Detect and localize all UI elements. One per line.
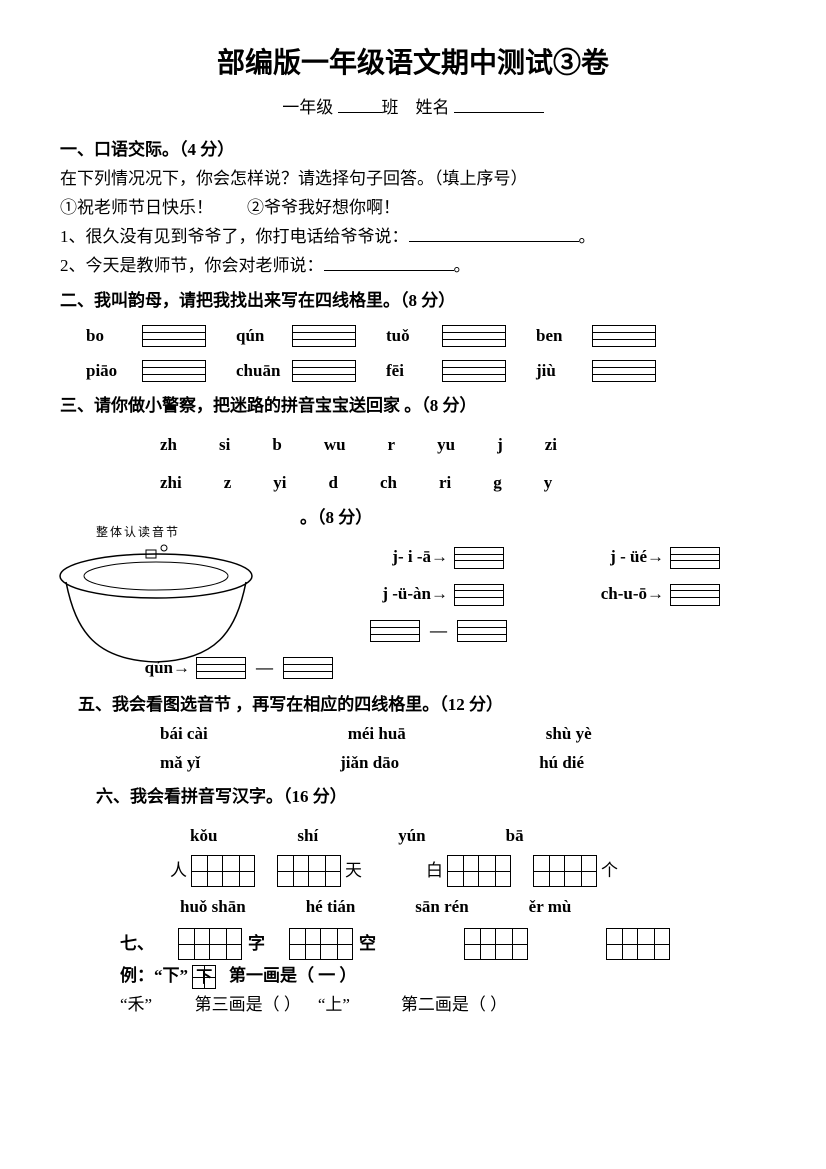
grade-label: 一年级	[282, 98, 333, 117]
q1-intro: 在下列情况况下，你会怎样说？请选择句子回答。（填上序号）	[60, 165, 766, 194]
q7-l1d: 第二画是（ ）	[401, 995, 507, 1014]
four-line-box[interactable]	[196, 657, 246, 679]
q1-blank2[interactable]	[324, 255, 454, 271]
four-line-box[interactable]	[457, 620, 507, 642]
name-blank[interactable]	[454, 97, 544, 113]
tian-box[interactable]	[191, 855, 255, 887]
q1-line2a: 2、今天是教师节，你会对老师说：	[60, 256, 324, 275]
q6-row2: huǒ shānhé tiánsān réněr mù	[180, 893, 766, 922]
tian-box[interactable]	[277, 855, 341, 887]
four-line-box[interactable]	[292, 360, 356, 382]
q2-item: bo	[86, 322, 206, 351]
q1-heading: 一、口语交际。（4 分）	[60, 136, 766, 165]
q5-heading: 五、我会看图选音节 ，再写在相应的四线格里。（12 分）	[60, 691, 766, 720]
q3-heading: 三、请你做小警察，把迷路的拼音宝宝送回家 。（8 分）	[60, 392, 766, 421]
four-line-box[interactable]	[142, 360, 206, 382]
four-line-box[interactable]	[142, 325, 206, 347]
q1-blank1[interactable]	[409, 226, 579, 242]
class-label: 班	[382, 98, 399, 117]
four-line-box[interactable]	[292, 325, 356, 347]
q7-heading2: 字	[248, 930, 265, 959]
name-label: 姓名	[416, 98, 450, 117]
q6-char: 人	[170, 857, 187, 886]
q4-diagram-label: 整体认读音节	[96, 522, 180, 542]
q7-l1a: “禾”	[120, 995, 152, 1014]
q7-ex-char: 下	[192, 965, 216, 989]
q7-ex-b: 第一画是（ 一 ）	[229, 966, 357, 985]
q2-item: jiù	[536, 357, 656, 386]
q2-item: piāo	[86, 357, 206, 386]
q7-heading3: 空	[359, 930, 376, 959]
q2-item: fēi	[386, 357, 506, 386]
q3-row1: zhsibwuryujzi	[160, 431, 766, 460]
header-line: 一年级 班 姓名	[60, 94, 766, 123]
q1-line1a: 1、很久没有见到爷爷了，你打电话给爷爷说：	[60, 227, 409, 246]
q4-eq: ch-u-ō→	[576, 580, 664, 609]
q2-heading: 二、我叫韵母，请把我找出来写在四线格里。（8 分）	[60, 287, 766, 316]
q1-line1b: 。	[579, 227, 596, 246]
q6-char: 白	[426, 857, 443, 886]
q2-item: tuǒ	[386, 322, 506, 351]
q3-row2: zhizyidchrigy	[160, 469, 766, 498]
four-line-box[interactable]	[370, 620, 420, 642]
q1-opt1: ①祝老师节日快乐！	[60, 198, 213, 217]
q1-opt2: ②爷爷我好想你啊！	[247, 198, 400, 217]
four-line-box[interactable]	[670, 547, 720, 569]
q7-ex-a: 例：“下”	[120, 966, 188, 985]
q5-row1: bái càiméi huāshù yè	[160, 720, 766, 749]
tian-box[interactable]	[289, 928, 353, 960]
tian-box[interactable]	[447, 855, 511, 887]
four-line-box[interactable]	[283, 657, 333, 679]
tian-box[interactable]	[464, 928, 528, 960]
q2-item: qún	[236, 322, 356, 351]
q4-eq: j- i -ā→	[360, 543, 448, 572]
q4-heading-tail: 。（8 分）	[300, 508, 372, 527]
q5-row2: mǎ yǐjiǎn dāohú dié	[160, 749, 766, 778]
q4-eq: qún→	[140, 654, 190, 683]
q4-eq: j -ü-àn→	[360, 580, 448, 609]
tian-box[interactable]	[533, 855, 597, 887]
q2-item: chuān	[236, 357, 356, 386]
q6-char: 天	[345, 857, 362, 886]
q7-l1b: 第三画是（ ）	[195, 995, 301, 1014]
four-line-box[interactable]	[454, 547, 504, 569]
q7-l1c: “上”	[318, 995, 350, 1014]
class-blank[interactable]	[338, 97, 382, 113]
page-title: 部编版一年级语文期中测试③卷	[60, 40, 766, 88]
tian-box[interactable]	[606, 928, 670, 960]
q7-heading: 七、	[120, 930, 154, 959]
tian-box[interactable]	[178, 928, 242, 960]
q2-item: ben	[536, 322, 656, 351]
four-line-box[interactable]	[454, 584, 504, 606]
q6-row1: kǒushíyúnbā	[190, 822, 766, 851]
q6-heading: 六、我会看拼音写汉字。（16 分）	[60, 783, 766, 812]
four-line-box[interactable]	[442, 360, 506, 382]
four-line-box[interactable]	[592, 360, 656, 382]
q4-eq: j - üé→	[576, 543, 664, 572]
q1-line2b: 。	[454, 256, 471, 275]
four-line-box[interactable]	[670, 584, 720, 606]
q6-char: 个	[601, 857, 618, 886]
four-line-box[interactable]	[442, 325, 506, 347]
four-line-box[interactable]	[592, 325, 656, 347]
